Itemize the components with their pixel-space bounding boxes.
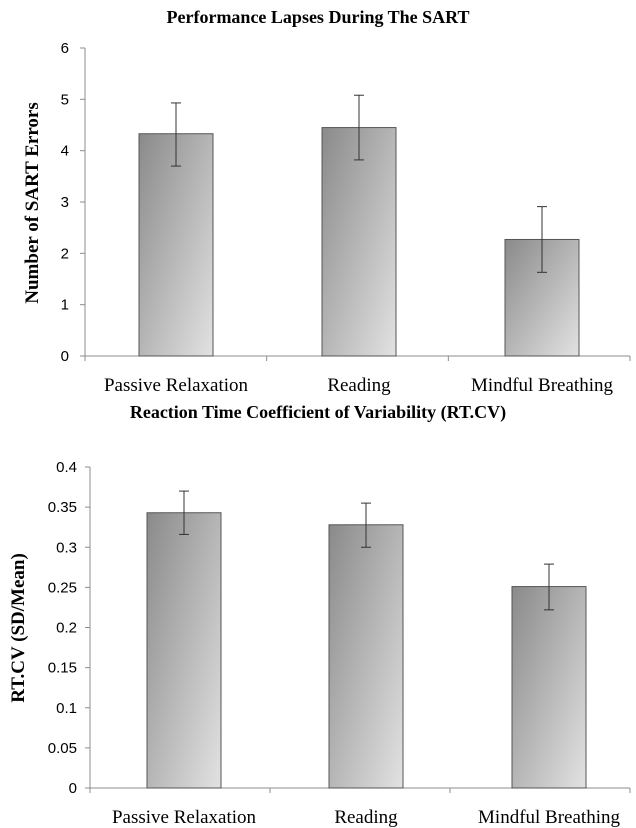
bar — [146, 512, 222, 789]
y-axis-label: RT.CV (SD/Mean) — [8, 553, 29, 703]
y-tick-label: 6 — [61, 40, 69, 57]
y-tick-label: 0 — [69, 780, 77, 797]
y-tick-label: 0.4 — [56, 459, 77, 476]
x-tick-label: Mindful Breathing — [471, 375, 613, 396]
y-tick-label: 0.2 — [56, 620, 77, 637]
y-axis-label: Number of SART Errors — [22, 102, 43, 303]
x-tick-label: Reading — [327, 375, 391, 396]
sart-errors-svg: Performance Lapses During The SART Numbe… — [22, 7, 631, 396]
y-tick-label: 0 — [61, 348, 69, 365]
y-tick-label: 0.05 — [48, 740, 77, 757]
bar — [328, 524, 404, 789]
y-tick-label: 3 — [61, 194, 69, 211]
y-tick-label: 2 — [61, 245, 69, 262]
y-tick-label: 4 — [61, 143, 69, 160]
chart-title: Performance Lapses During The SART — [166, 7, 469, 27]
rt-cv-chart: Reaction Time Coefficient of Variability… — [0, 400, 636, 828]
y-tick-label: 0.1 — [56, 700, 77, 717]
x-tick-label: Mindful Breathing — [478, 807, 620, 828]
bar — [321, 127, 397, 357]
rt-cv-svg: Reaction Time Coefficient of Variability… — [8, 402, 631, 828]
y-tick-label: 0.25 — [48, 579, 77, 596]
y-tick-label: 0.3 — [56, 539, 77, 556]
y-tick-label: 5 — [61, 91, 69, 108]
chart-title: Reaction Time Coefficient of Variability… — [130, 402, 506, 423]
x-tick-label: Passive Relaxation — [104, 375, 249, 396]
bar — [138, 133, 214, 357]
y-tick-label: 0.15 — [48, 660, 77, 677]
x-tick-label: Passive Relaxation — [112, 807, 257, 828]
y-tick-label: 1 — [61, 297, 69, 314]
sart-errors-chart: Performance Lapses During The SART Numbe… — [0, 0, 636, 400]
y-tick-label: 0.35 — [48, 499, 77, 516]
bar — [511, 586, 587, 789]
x-tick-label: Reading — [334, 807, 398, 828]
